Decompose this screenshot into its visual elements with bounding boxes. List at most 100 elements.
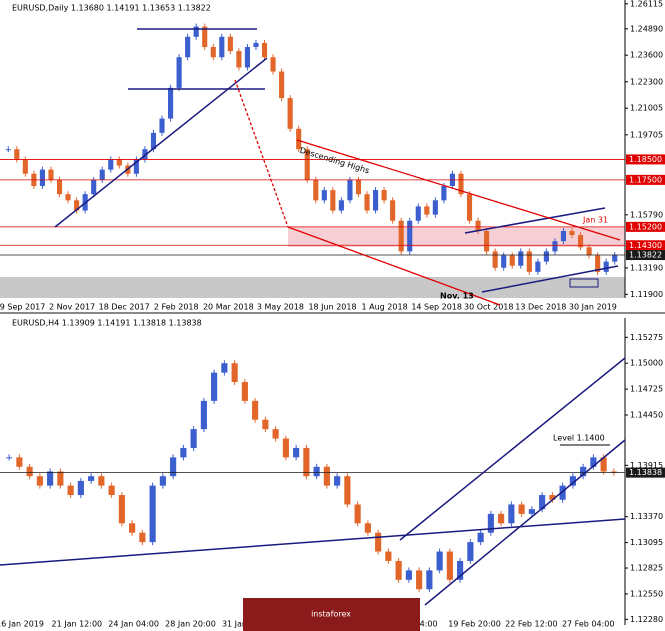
candle — [77, 480, 84, 496]
annotation: Nov. 13 — [440, 292, 474, 301]
candle — [569, 476, 576, 486]
annotation: Level 1.1400 — [553, 434, 605, 443]
y-tick-label: 1.12280 — [630, 615, 663, 624]
candle — [518, 251, 524, 266]
candle — [381, 190, 387, 201]
candle — [484, 230, 490, 252]
level-label: 1.14300 — [629, 241, 662, 250]
x-tick-label: 14 Sep 2018 — [411, 303, 462, 312]
candle — [364, 194, 370, 211]
level-label: 1.13822 — [629, 251, 662, 260]
level-tag — [626, 174, 665, 185]
candle — [344, 476, 351, 505]
candle — [600, 457, 607, 472]
watermark: instaforex — [311, 610, 351, 619]
y-tick-label: 1.12825 — [630, 564, 663, 573]
candle — [139, 532, 146, 543]
y-tick-label: 1.11900 — [630, 290, 663, 299]
candle — [426, 570, 433, 590]
x-tick-label: 30 Jan 2019 — [569, 303, 617, 312]
candle — [296, 128, 302, 150]
x-tick-label: 3 May 2018 — [257, 303, 304, 312]
candle — [231, 363, 238, 383]
candle — [321, 190, 327, 201]
candle — [244, 47, 250, 68]
candle — [74, 200, 80, 211]
candle — [16, 457, 23, 467]
y-tick-label: 1.15275 — [630, 333, 663, 342]
candle — [133, 159, 139, 174]
candle — [385, 551, 392, 561]
x-tick-label: 19 Feb 20:00 — [448, 620, 500, 629]
trendline — [481, 265, 619, 293]
y-tick-label: 1.19705 — [630, 130, 663, 139]
candle — [150, 132, 157, 150]
y-tick-label: 1.22300 — [630, 77, 663, 86]
level-tag — [626, 467, 665, 478]
candle — [227, 36, 233, 52]
candle — [176, 57, 182, 88]
candle — [595, 255, 601, 272]
x-tick-label: 2 Feb 2018 — [154, 303, 199, 312]
candle — [129, 523, 136, 533]
candle — [441, 185, 447, 201]
candle — [501, 255, 507, 268]
candle — [354, 504, 361, 524]
candle — [142, 149, 148, 160]
candle — [118, 495, 125, 524]
candle — [261, 42, 268, 58]
candle — [612, 255, 618, 262]
candle — [518, 504, 525, 514]
candle — [108, 485, 115, 496]
candle — [108, 159, 114, 170]
candle — [57, 471, 64, 486]
y-tick-label: 1.21005 — [630, 104, 663, 113]
candle — [477, 532, 484, 543]
x-tick-label: 18 Dec 2017 — [99, 303, 150, 312]
candle — [375, 532, 382, 552]
y-tick-label: 1.15000 — [630, 359, 663, 368]
candle — [22, 159, 28, 174]
candle — [415, 206, 421, 221]
x-tick-label: 2 Nov 2017 — [49, 303, 95, 312]
candle — [313, 179, 319, 201]
candle — [334, 476, 341, 486]
candle — [98, 476, 105, 486]
x-tick-label: 20 Mar 2018 — [203, 303, 254, 312]
watermark-bg — [243, 598, 420, 631]
candle — [99, 169, 105, 180]
box — [569, 278, 599, 288]
candle — [185, 36, 191, 58]
y-tick-label: 1.14725 — [630, 385, 663, 394]
candle — [492, 251, 498, 268]
x-tick-label: 30 Oct 2018 — [464, 303, 513, 312]
x-tick-label: 27 Feb 04:00 — [562, 620, 614, 629]
candle — [467, 542, 474, 561]
candle — [508, 504, 515, 524]
candle — [252, 400, 259, 420]
chart-title: EURUSD,Daily 1.13680 1.14191 1.13653 1.1… — [12, 4, 211, 13]
y-tick-label: 1.13915 — [630, 461, 663, 470]
candle — [304, 149, 310, 180]
trendline — [296, 139, 621, 241]
candle — [526, 251, 532, 272]
candle — [543, 251, 549, 262]
candle — [416, 570, 423, 590]
level-tag — [626, 154, 665, 165]
candle — [262, 419, 269, 430]
panel: 1.26115 1.24890 1.23600 1.22300 1.21005 1.197… — [0, 0, 665, 312]
candle — [26, 466, 33, 477]
candle — [487, 513, 494, 533]
candle — [373, 190, 379, 211]
y-tick-label: 1.13095 — [630, 538, 663, 547]
trendline — [399, 357, 626, 541]
y-tick-label: 1.14450 — [630, 410, 663, 419]
zone — [288, 227, 625, 247]
candle — [193, 26, 199, 37]
candle — [170, 457, 177, 477]
candle — [398, 220, 404, 252]
trendline — [424, 439, 626, 606]
candle — [313, 466, 320, 477]
candle — [88, 476, 95, 481]
